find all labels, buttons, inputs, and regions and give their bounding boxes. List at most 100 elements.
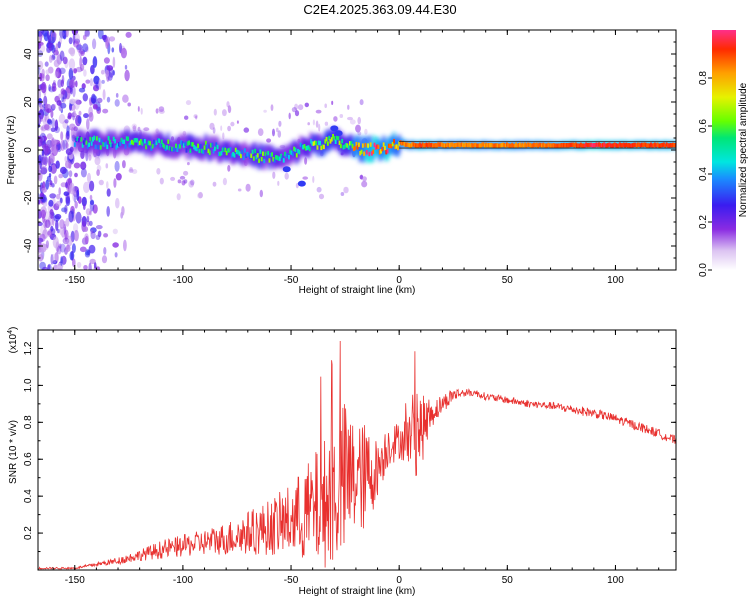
- noise-speckle: [72, 85, 76, 98]
- noise-speckle: [39, 159, 42, 170]
- noise-speckle: [304, 157, 308, 165]
- noise-speckle: [90, 229, 93, 235]
- track-cell: [552, 143, 555, 148]
- track-cell: [325, 136, 328, 142]
- track-cell: [425, 142, 428, 147]
- noise-speckle: [89, 200, 95, 212]
- noise-speckle: [44, 211, 51, 223]
- noise-speckle: [51, 53, 56, 60]
- track-cell: [338, 140, 341, 145]
- noise-speckle: [227, 165, 231, 172]
- noise-speckle: [349, 119, 356, 125]
- track-cell: [81, 143, 84, 148]
- track-cell: [193, 144, 196, 150]
- track-cell: [134, 137, 137, 143]
- track-blob: [297, 180, 306, 187]
- track-cell: [98, 137, 101, 143]
- noise-speckle: [361, 180, 368, 188]
- track-cell: [447, 142, 450, 148]
- noise-speckle: [38, 98, 42, 103]
- x-tick-label: -150: [65, 575, 85, 586]
- track-cell: [321, 144, 324, 149]
- noise-speckle: [43, 118, 47, 126]
- noise-speckle: [42, 229, 49, 239]
- track-cell: [419, 142, 421, 147]
- track-cell: [219, 151, 222, 157]
- noise-speckle: [38, 249, 42, 255]
- noise-speckle: [114, 160, 120, 172]
- track-cell: [483, 143, 486, 148]
- noise-speckle: [84, 233, 89, 244]
- track-cell: [299, 142, 302, 148]
- noise-speckle: [90, 227, 97, 234]
- track-cell: [320, 145, 323, 151]
- noise-speckle: [87, 172, 91, 184]
- noise-speckle: [82, 43, 89, 53]
- noise-speckle: [69, 102, 72, 111]
- track-cell: [169, 147, 172, 152]
- track-cell: [288, 155, 290, 160]
- noise-speckle: [80, 168, 87, 178]
- track-cell: [393, 139, 395, 144]
- noise-speckle: [226, 101, 230, 108]
- track-cell: [660, 143, 663, 148]
- noise-speckle: [257, 128, 264, 137]
- track-cell: [655, 143, 658, 148]
- noise-speckle: [85, 79, 91, 84]
- noise-speckle: [67, 112, 72, 119]
- y-tick-label: 40: [23, 48, 34, 60]
- track-cell: [585, 142, 587, 147]
- noise-speckle: [38, 42, 42, 49]
- noise-speckle: [222, 109, 227, 117]
- track-cell: [252, 156, 255, 161]
- noise-speckle: [357, 131, 362, 136]
- noise-speckle: [112, 70, 115, 76]
- noise-speckle: [294, 103, 299, 111]
- noise-speckle: [38, 66, 41, 75]
- track-cell: [428, 142, 430, 147]
- track-core: [73, 125, 676, 187]
- noise-speckle: [318, 193, 325, 200]
- noise-speckle: [65, 142, 69, 149]
- track-cell: [430, 142, 433, 148]
- track-cell: [286, 152, 289, 158]
- noise-speckle: [179, 175, 186, 180]
- colorbar-tick-label: 0.8: [698, 71, 709, 85]
- noise-speckle: [51, 103, 57, 110]
- noise-speckle: [83, 226, 89, 233]
- noise-speckle: [81, 196, 87, 207]
- noise-speckle: [125, 31, 132, 38]
- snr-x-ticks: -150 -100 -50 0 50 100: [52, 330, 660, 586]
- noise-speckle: [115, 173, 122, 181]
- track-cell: [574, 142, 577, 147]
- track-cell: [380, 149, 382, 154]
- track-cell: [110, 142, 113, 147]
- track-cell: [628, 143, 630, 148]
- noise-speckle: [55, 43, 58, 56]
- track-cell: [141, 141, 144, 146]
- track-cell: [621, 143, 624, 148]
- track-cell: [256, 153, 259, 158]
- track-cell: [369, 142, 372, 147]
- spectrogram-panel: -150 -100 -50 0 50 100 -40 -20 0 20 40 Height of …: [6, 29, 677, 296]
- noise-speckle: [212, 127, 216, 134]
- noise-speckle: [112, 242, 119, 248]
- track-cell: [495, 143, 498, 148]
- track-cell: [490, 142, 493, 148]
- noise-speckle: [343, 186, 349, 194]
- noise-speckle: [53, 59, 60, 68]
- track-cell: [197, 143, 199, 148]
- noise-speckle: [106, 206, 110, 217]
- track-cell: [207, 148, 210, 154]
- noise-speckle: [324, 121, 329, 126]
- track-cell: [238, 151, 241, 156]
- track-cell: [472, 143, 475, 148]
- track-cell: [376, 144, 379, 149]
- track-cell: [591, 143, 594, 148]
- track-cell: [339, 143, 342, 149]
- noise-speckle: [60, 88, 66, 96]
- x-tick-label: 50: [502, 575, 514, 586]
- snr-y-ticks: 0.2 0.4 0.6 0.8 1.0 1.2: [23, 329, 676, 553]
- track-cell: [215, 142, 218, 147]
- track-cell: [626, 143, 629, 148]
